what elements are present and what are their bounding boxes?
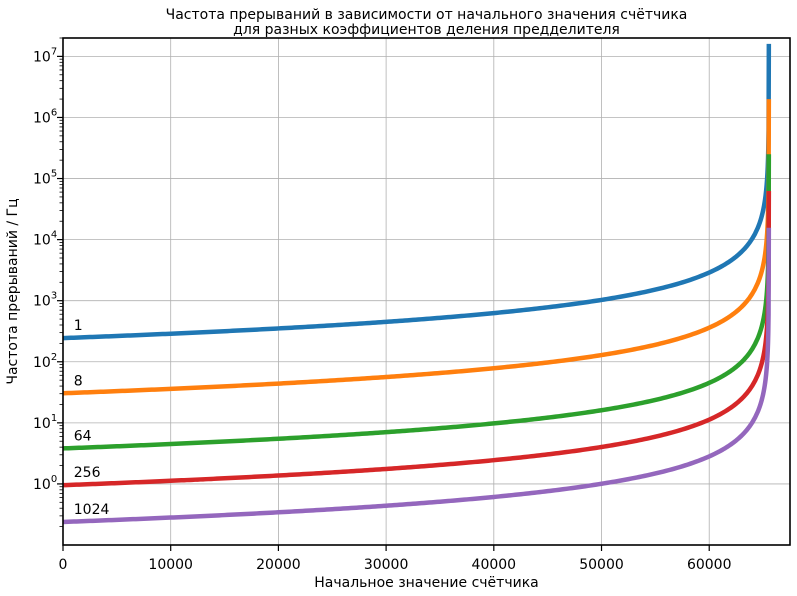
- plot-frame: [62, 37, 791, 546]
- chart-title-line-1: Частота прерываний в зависимости от нача…: [166, 7, 688, 23]
- x-tick-label: 60000: [687, 557, 732, 573]
- series-label-1: 1: [74, 318, 83, 334]
- series-label-8: 8: [74, 373, 83, 389]
- x-tick-label: 50000: [579, 557, 624, 573]
- series-line-64: [62, 154, 772, 451]
- y-tick-label: 103: [33, 291, 57, 310]
- y-tick-label: 105: [33, 169, 57, 188]
- grid: [62, 38, 790, 545]
- y-axis-label: Частота прерываний / Гц: [5, 198, 21, 384]
- y-tick-label: 102: [33, 352, 57, 371]
- x-tick-label: 20000: [256, 557, 301, 573]
- series-line-1024: [62, 227, 772, 525]
- y-tick-label: 107: [33, 46, 57, 65]
- x-tick-label: 10000: [148, 557, 193, 573]
- series-line-8: [62, 99, 772, 396]
- y-tick-label: 106: [33, 107, 57, 126]
- series-lines: [62, 43, 772, 525]
- series-label-256: 256: [74, 465, 101, 481]
- x-tick-label: 30000: [364, 557, 409, 573]
- ticks: 0 10000 20000 30000 40000 50000 60000 100 101 102…: [33, 37, 732, 573]
- series-label-1024: 1024: [74, 502, 110, 518]
- series-line-1: [62, 43, 772, 341]
- x-tick-label: 0: [59, 557, 68, 573]
- x-tick-label: 40000: [472, 557, 517, 573]
- y-tick-label: 104: [33, 230, 57, 249]
- y-tick-label: 100: [33, 474, 57, 493]
- chart-title-line-2: для разных коэффициентов деления преддел…: [233, 22, 620, 38]
- x-axis-label: Начальное значение счётчика: [314, 575, 538, 591]
- series-line-256: [62, 191, 772, 488]
- series-labels: 1 8 64 256 1024: [74, 318, 110, 518]
- y-tick-label: 101: [33, 413, 57, 432]
- series-label-64: 64: [74, 428, 92, 444]
